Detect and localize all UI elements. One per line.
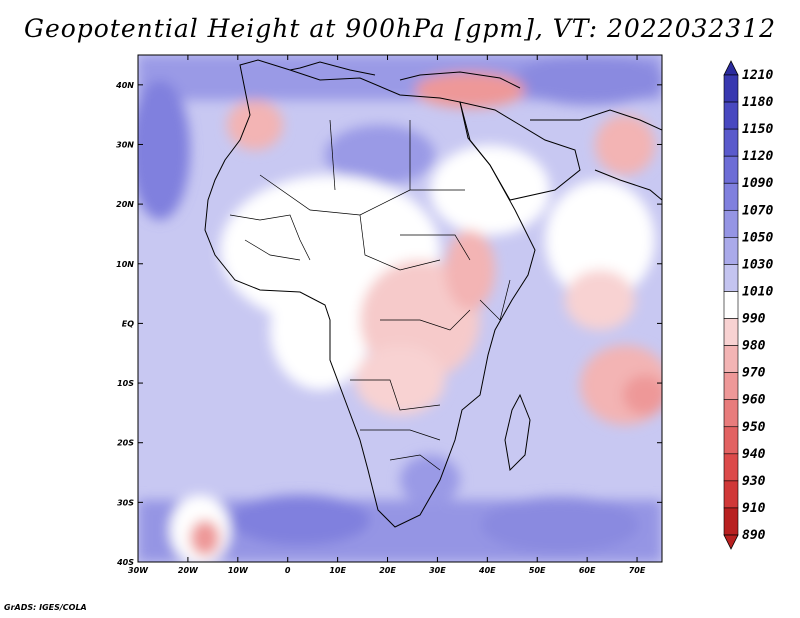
colorbar-swatch <box>723 507 739 536</box>
lon-tick-label: 10E <box>329 566 346 575</box>
colorbar-swatch <box>723 264 739 292</box>
map-title: Geopotential Height at 900hPa [gpm], VT:… <box>23 14 777 43</box>
colorbar-label: 940 <box>742 447 766 462</box>
lon-tick-label: 30W <box>128 566 149 575</box>
lon-tick-label: 70E <box>629 566 646 575</box>
lon-tick-label: 40E <box>478 566 496 575</box>
lon-tick-label: 30E <box>429 566 446 575</box>
colorbar-label: 1070 <box>742 203 773 218</box>
colorbar-label: 960 <box>742 393 766 408</box>
colorbar-swatch <box>723 345 739 373</box>
lon-tick-label: 10W <box>228 566 249 575</box>
colorbar-label: 1210 <box>742 68 773 83</box>
colorbar-label: 1180 <box>742 95 773 110</box>
colorbar-label: 1050 <box>742 230 773 245</box>
colorbar-swatch <box>723 372 739 401</box>
lat-tick-label: 10N <box>116 260 134 269</box>
colorbar-swatch <box>723 237 739 265</box>
colorbar-top-arrow <box>723 60 739 76</box>
lat-tick-label: 30S <box>117 498 134 507</box>
colorbar-label: 890 <box>742 528 766 543</box>
lat-tick-label: 10S <box>117 379 134 388</box>
lon-tick-label: 60E <box>579 566 596 575</box>
lat-tick-label: 40N <box>115 81 134 90</box>
lat-tick-label: 20N <box>116 200 134 209</box>
colorbar-swatch <box>723 318 739 346</box>
colorbar-label: 1150 <box>742 122 773 137</box>
colorbar-label: 930 <box>742 474 766 489</box>
lat-tick-label: 20S <box>117 439 134 448</box>
colorbar-swatch <box>723 209 739 238</box>
latitude-axis: 40N 30N 20N 10N EQ 10S 20S 30S 40S <box>115 81 662 567</box>
longitude-axis: 30W 20W 10W 0 10E 20E 30E 40E 50E 60E 70E <box>128 55 646 575</box>
coastlines <box>204 59 662 528</box>
lat-tick-label: 40S <box>116 558 134 567</box>
colorbar-swatch <box>723 399 739 428</box>
colorbar-label: 910 <box>742 501 766 516</box>
lon-tick-label: 0 <box>285 566 291 575</box>
colorbar-label: 950 <box>742 420 766 435</box>
colorbar-label: 1010 <box>742 284 773 299</box>
colorbar-label: 1090 <box>742 176 773 191</box>
colorbar-swatch <box>723 426 739 455</box>
colorbar-swatch <box>723 453 739 482</box>
colorbar-swatch <box>723 101 739 130</box>
colorbar-label: 1030 <box>742 257 773 272</box>
colorbar-swatch <box>723 155 739 184</box>
country-borders <box>229 119 511 471</box>
colorbar-swatch <box>723 128 739 157</box>
colorbar-label: 980 <box>742 339 766 354</box>
lon-tick-label: 20W <box>178 566 199 575</box>
lon-tick-label: 20E <box>379 566 396 575</box>
colorbar-swatch <box>723 74 739 103</box>
colorbar-label: 970 <box>742 366 766 381</box>
colorbar-label: 1120 <box>742 149 773 164</box>
height-field <box>138 55 662 562</box>
colorbar-swatch <box>723 480 739 509</box>
lat-tick-label: EQ <box>122 319 134 328</box>
colorbar: 1210 1180 1150 1120 1090 1070 1050 1030 1010 990 9… <box>723 60 773 550</box>
colorbar-swatch <box>723 291 739 319</box>
lat-tick-label: 30N <box>116 140 134 149</box>
colorbar-swatch <box>723 182 739 211</box>
map-frame <box>137 54 663 563</box>
colorbar-label: 990 <box>742 312 766 327</box>
lon-tick-label: 50E <box>529 566 546 575</box>
colorbar-bottom-arrow <box>723 534 739 550</box>
footer-credit: GrADS: IGES/COLA <box>4 603 87 612</box>
